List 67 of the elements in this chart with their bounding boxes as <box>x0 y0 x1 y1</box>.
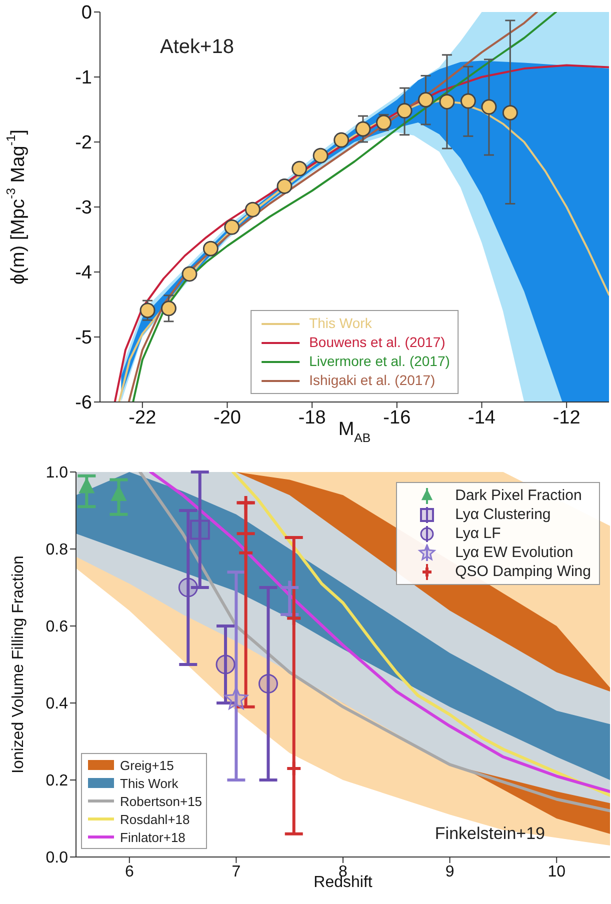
point <box>439 94 455 110</box>
point <box>202 240 218 256</box>
point <box>216 654 236 674</box>
legend-label: Lyα Clustering <box>455 505 551 524</box>
point <box>481 99 497 115</box>
point <box>258 674 278 694</box>
legend-label: This Work <box>120 774 178 792</box>
y-axis-title: Ionized Volume Filling Fraction <box>10 556 26 774</box>
point <box>224 219 240 235</box>
point <box>292 160 308 176</box>
point <box>286 610 302 627</box>
point <box>276 178 292 194</box>
y-tick-label: -1 <box>75 68 92 89</box>
legend-label: Bouwens et al. (2017) <box>309 333 446 352</box>
point <box>418 92 434 108</box>
y-tick-label: -5 <box>75 328 92 349</box>
y-tick-label: 0.8 <box>46 542 68 559</box>
y-tick-label: 0.2 <box>46 772 68 790</box>
legend-label: Lyα EW Evolution <box>455 543 574 562</box>
point <box>178 578 198 598</box>
point <box>182 266 198 282</box>
legend-label: Robertson+15 <box>120 792 202 810</box>
y-tick-label: -4 <box>75 262 92 284</box>
x-tick-label: -20 <box>214 407 241 428</box>
point <box>224 686 248 710</box>
y-tick-label: 0.4 <box>46 696 68 713</box>
point <box>334 132 350 148</box>
y-tick-label: -6 <box>75 392 92 414</box>
point <box>160 300 176 316</box>
y-tick-label: 0.0 <box>46 850 68 867</box>
legend-label: Rosdahl+18 <box>120 810 190 828</box>
point <box>190 520 210 540</box>
point <box>140 302 156 318</box>
legend-label: Finlator+18 <box>120 828 186 846</box>
y-tick-label: -3 <box>75 198 92 219</box>
point <box>244 202 260 218</box>
annotation: Atek+18 <box>160 36 234 59</box>
point <box>238 494 254 512</box>
point <box>460 93 476 109</box>
x-tick-label: -18 <box>298 407 326 428</box>
legend-label: Dark Pixel Fraction <box>455 486 582 505</box>
x-tick-label: -22 <box>128 407 156 428</box>
legend-label: Ishigaki et al. (2017) <box>309 371 436 390</box>
legend-label: Greig+15 <box>120 756 174 774</box>
y-tick-label: 0.6 <box>46 618 68 636</box>
x-axis-title: M$_{AB}$ <box>338 419 371 445</box>
x-tick-label: -12 <box>552 407 580 428</box>
legend-label: Livermore et al. (2017) <box>309 352 450 371</box>
point <box>355 121 371 137</box>
point <box>396 103 412 119</box>
legend-label: This Work <box>309 314 372 333</box>
legend-label: Lyα LF <box>455 524 501 543</box>
point <box>502 105 518 120</box>
x-tick-label: 6 <box>124 863 134 880</box>
x-tick-label: 10 <box>548 863 566 880</box>
point <box>286 760 302 777</box>
annotation: Finkelstein+19 <box>434 824 545 844</box>
x-tick-label: 7 <box>232 863 241 880</box>
x-tick-label: -16 <box>383 407 411 428</box>
x-tick-label: -14 <box>468 407 496 428</box>
legend-label: QSO Damping Wing <box>455 562 591 581</box>
y-tick-label: -2 <box>75 132 92 154</box>
y-tick-label: 1.0 <box>46 464 68 482</box>
point <box>312 148 328 164</box>
y-tick-label: 0 <box>81 2 92 24</box>
point <box>238 544 254 562</box>
x-tick-label: 9 <box>445 863 454 880</box>
